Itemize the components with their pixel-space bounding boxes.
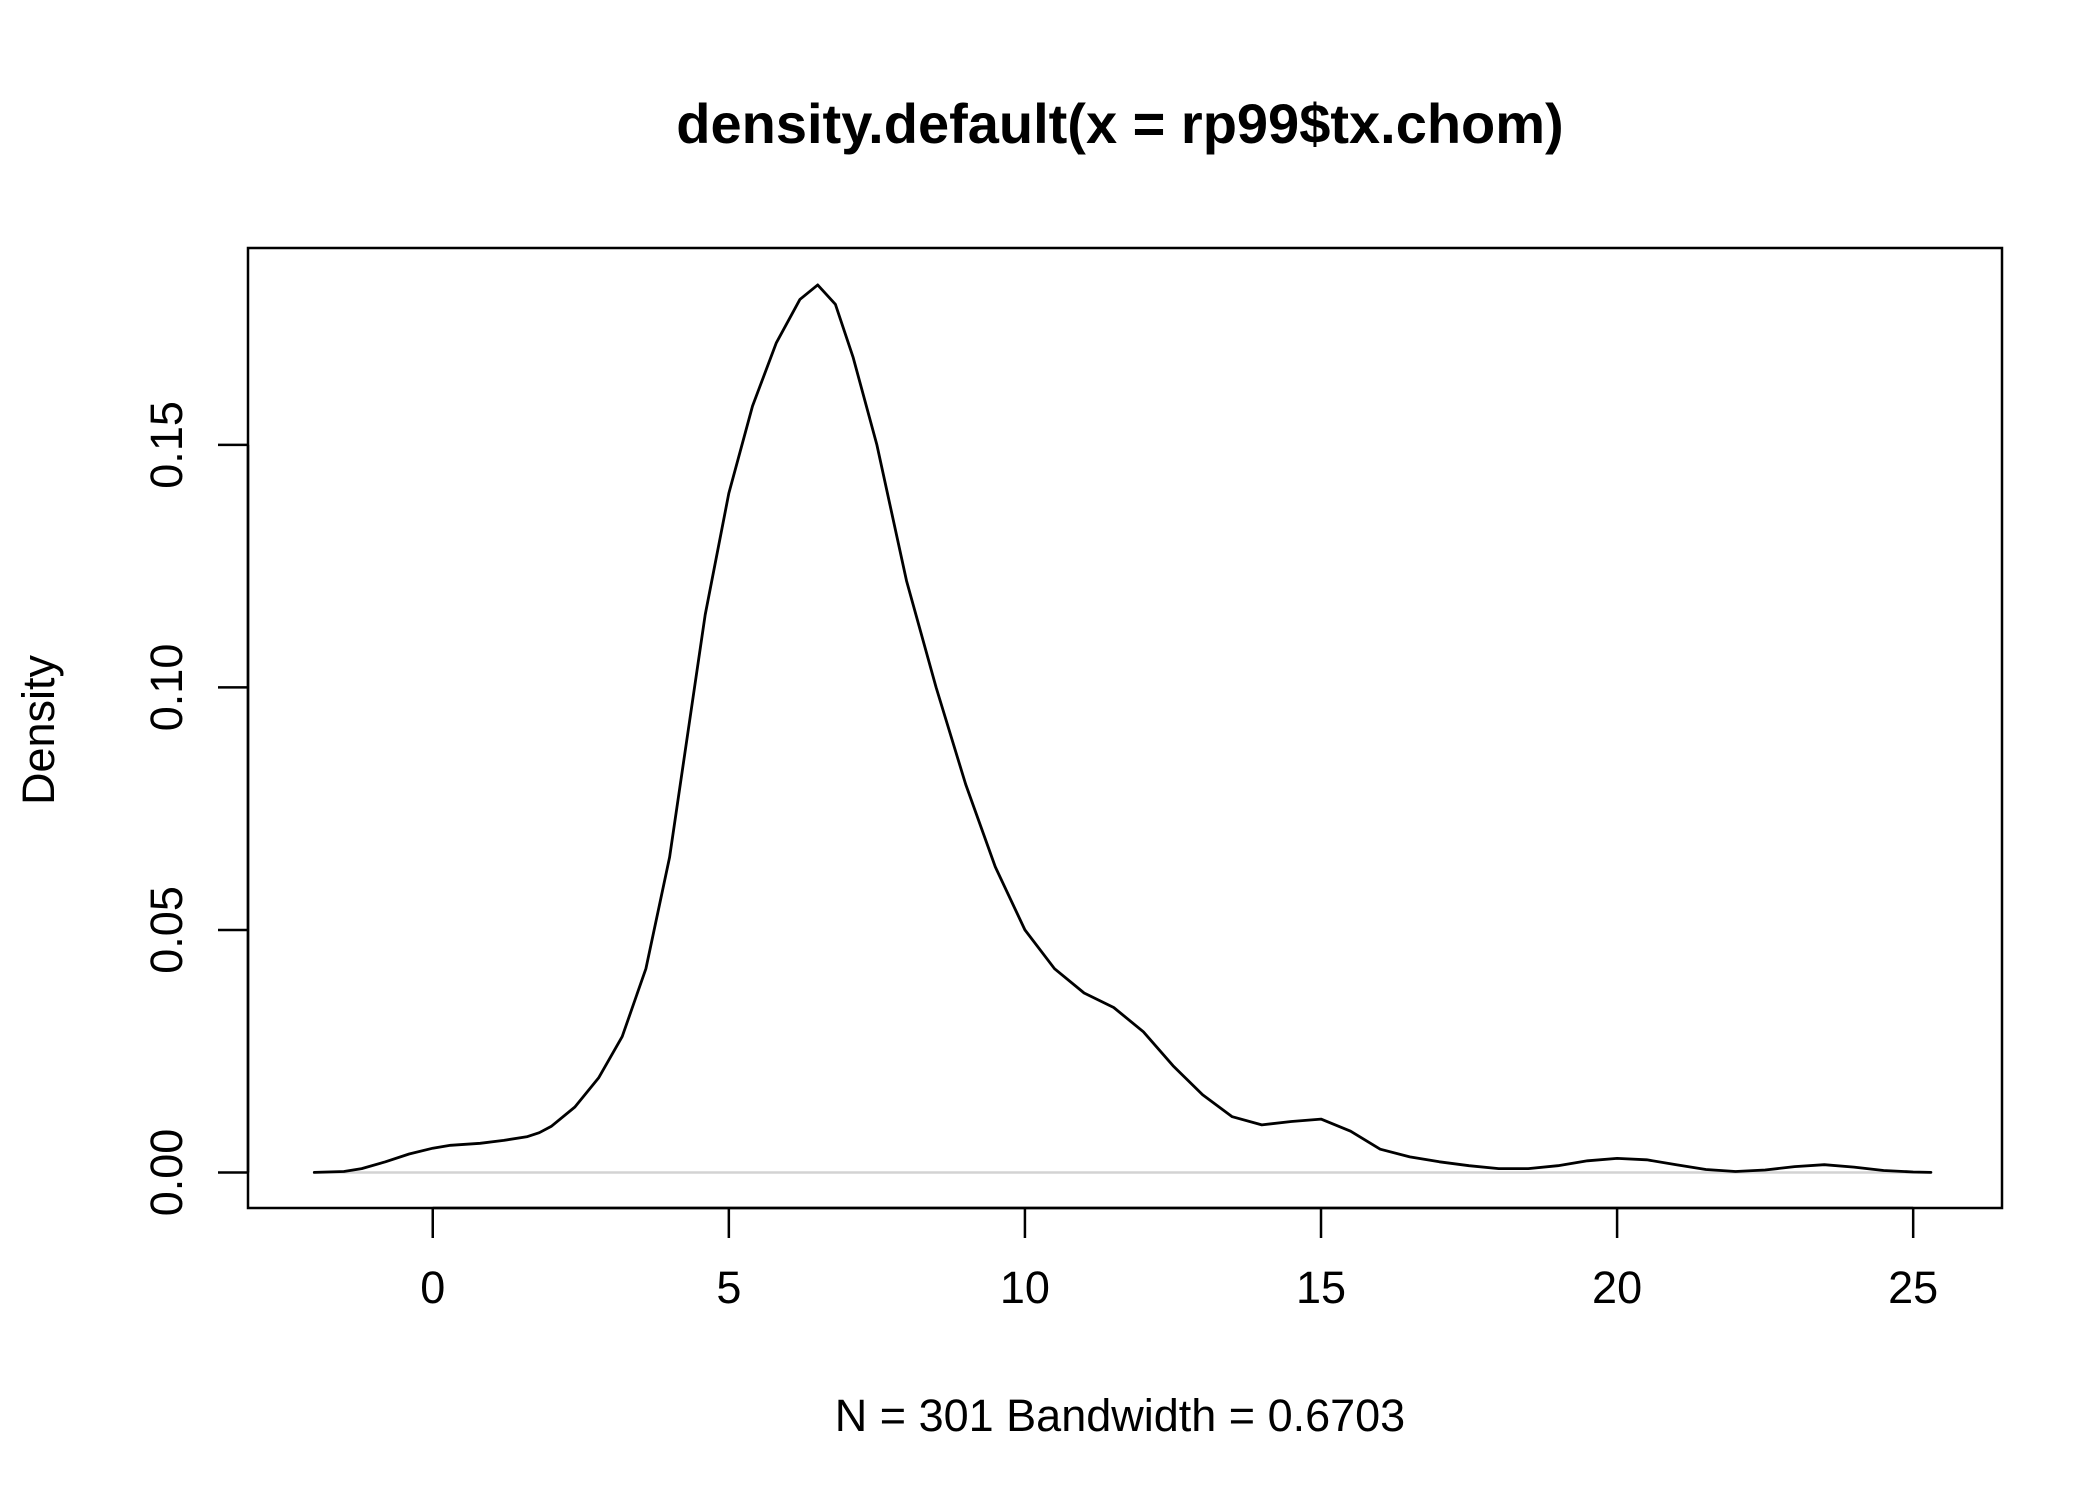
chart-title: density.default(x = rp99$tx.chom) xyxy=(676,92,1563,155)
y-tick-label: 0.10 xyxy=(141,644,192,732)
x-tick-label: 10 xyxy=(1000,1262,1050,1313)
y-tick-label: 0.05 xyxy=(141,886,192,974)
density-curve xyxy=(312,283,1933,1174)
x-tick-label: 5 xyxy=(716,1262,741,1313)
x-tick-label: 0 xyxy=(420,1262,445,1313)
x-tick-label: 20 xyxy=(1592,1262,1642,1313)
y-tick-label: 0.15 xyxy=(141,401,192,489)
x-tick-label: 25 xyxy=(1888,1262,1938,1313)
y-axis-label: Density xyxy=(13,654,64,805)
x-axis-label: N = 301 Bandwidth = 0.6703 xyxy=(835,1390,1405,1441)
x-tick-label: 15 xyxy=(1296,1262,1346,1313)
plot-frame xyxy=(246,246,2004,1210)
axes: 0 5 10 15 20 25 0.00 0.05 0.10 0.15 xyxy=(141,246,2004,1313)
y-tick-label: 0.00 xyxy=(141,1129,192,1217)
